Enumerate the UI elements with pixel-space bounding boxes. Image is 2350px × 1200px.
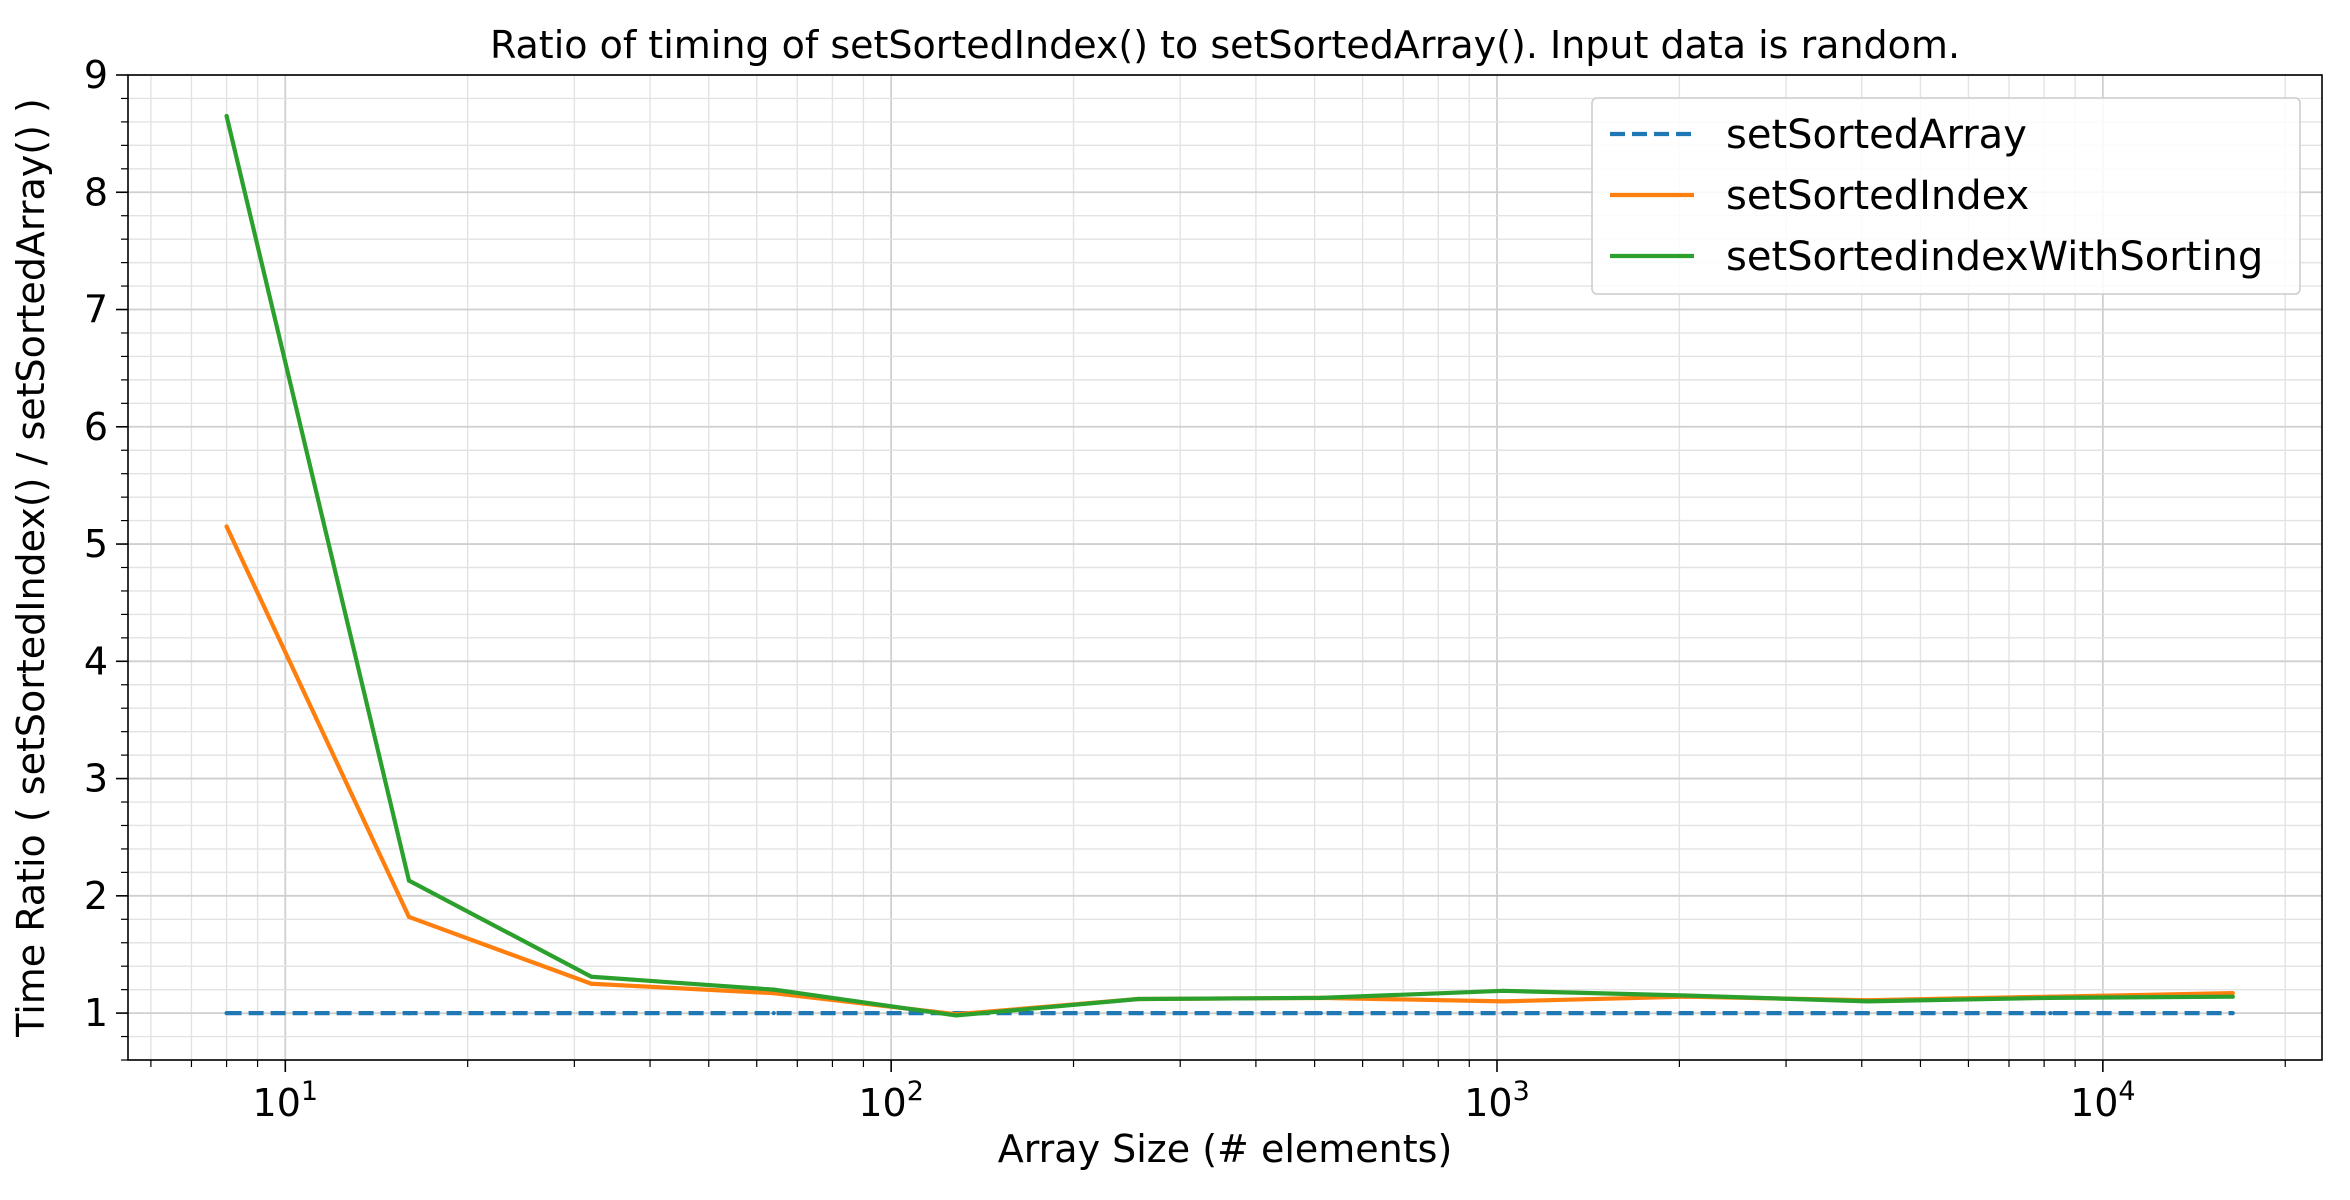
data-point <box>2230 1010 2235 1016</box>
data-point <box>1683 993 1688 998</box>
data-point <box>224 113 229 119</box>
data-point <box>2048 1010 2053 1016</box>
series-line-3 <box>224 113 2235 1018</box>
data-point <box>406 1010 412 1016</box>
data-point <box>2048 995 2053 1000</box>
series-layer <box>224 113 2235 1018</box>
data-point <box>1318 1010 1323 1016</box>
data-point <box>771 1010 776 1016</box>
ticks-layer: 1 2 3 4 5 6 7 8 9 101 102 103 104 <box>84 53 2286 1125</box>
legend-label: setSortedArray <box>1726 112 2027 158</box>
y-tick-label: 1 <box>84 991 108 1035</box>
data-point <box>589 981 594 986</box>
y-tick-label: 3 <box>84 757 108 801</box>
data-point <box>1683 1010 1688 1016</box>
data-point <box>224 1010 229 1016</box>
x-axis-label: Array Size (# elements) <box>998 1127 1453 1171</box>
data-point <box>1136 1010 1141 1016</box>
data-point <box>1136 996 1141 1002</box>
data-point <box>954 1013 959 1018</box>
data-point <box>224 524 229 529</box>
data-point <box>1501 999 1506 1004</box>
y-tick-label: 8 <box>84 170 108 214</box>
data-point <box>1501 988 1506 993</box>
data-point <box>771 991 776 996</box>
x-tick-label: 102 <box>858 1076 924 1125</box>
data-point <box>1865 1010 1871 1016</box>
legend-box <box>1591 97 2301 295</box>
y-tick-label: 7 <box>84 288 108 332</box>
data-point <box>2230 994 2235 999</box>
x-tick-label: 101 <box>253 1076 319 1125</box>
data-point <box>771 987 776 992</box>
data-point <box>589 974 594 979</box>
data-point <box>1318 995 1323 1000</box>
y-tick-label: 5 <box>84 522 108 566</box>
data-point <box>406 878 412 883</box>
chart-title: Ratio of timing of setSortedIndex() to s… <box>490 23 1960 67</box>
legend: setSortedArray setSortedIndex setSortedind… <box>1591 97 2301 295</box>
x-tick-label: 104 <box>2070 1076 2136 1125</box>
data-point <box>2230 991 2235 996</box>
y-axis-label: Time Ratio ( setSortedIndex() / setSorte… <box>9 98 53 1038</box>
y-tick-label: 6 <box>84 405 108 449</box>
legend-label: setSortedIndex <box>1726 173 2029 219</box>
data-point <box>589 1010 594 1016</box>
y-tick-label: 2 <box>84 874 108 918</box>
y-tick-label: 9 <box>84 53 108 97</box>
data-point <box>406 914 412 920</box>
data-point <box>1501 1010 1506 1016</box>
legend-label: setSortedindexWithSorting <box>1726 234 2263 280</box>
data-point <box>1865 999 1871 1004</box>
x-tick-label: 103 <box>1464 1076 1530 1125</box>
y-tick-label: 4 <box>84 639 108 683</box>
